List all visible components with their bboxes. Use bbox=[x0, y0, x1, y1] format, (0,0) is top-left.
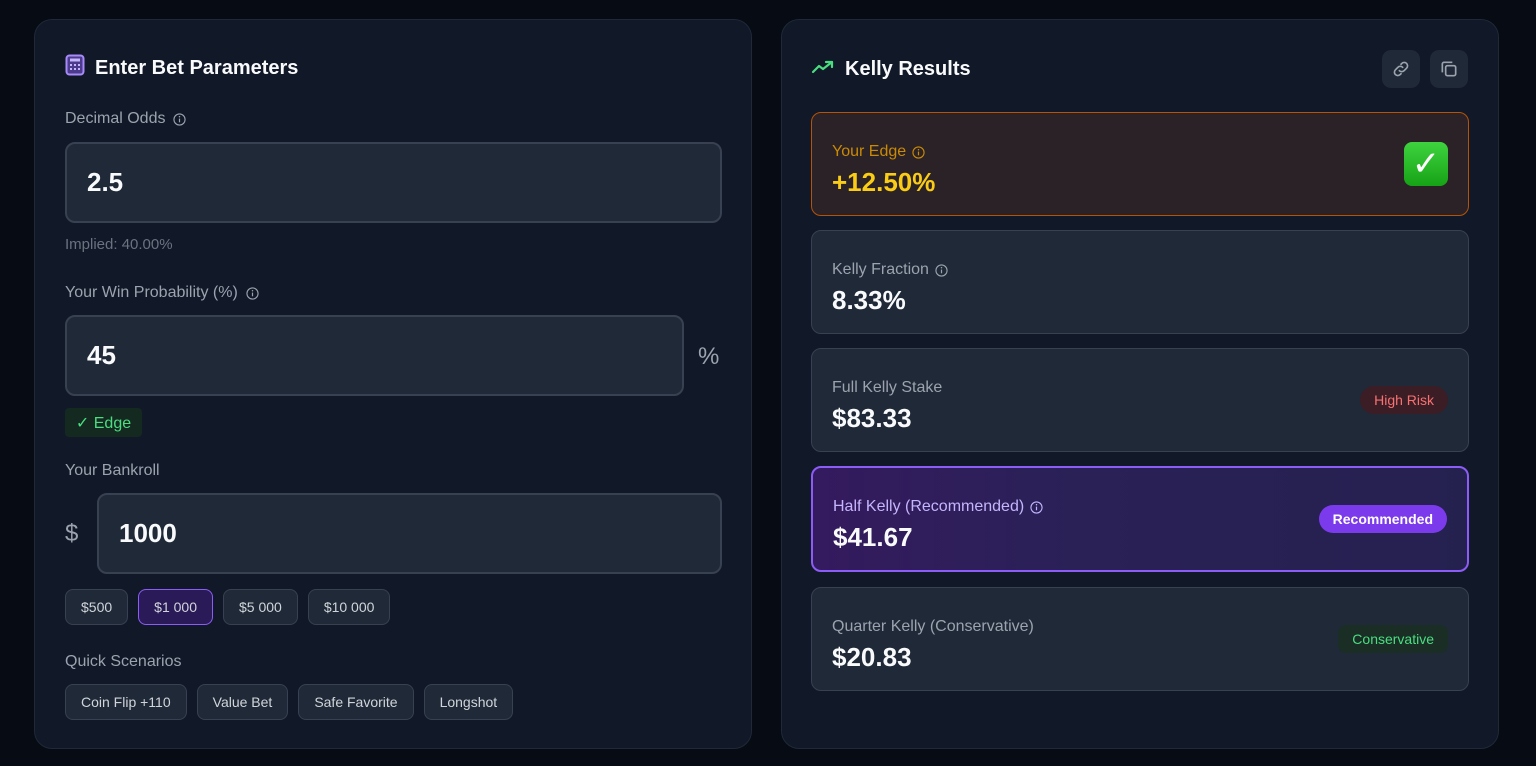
kelly-results-title-text: Kelly Results bbox=[845, 58, 971, 80]
calculator-icon bbox=[65, 54, 85, 82]
edge-label-text: Your Edge bbox=[832, 143, 907, 160]
info-icon[interactable] bbox=[246, 286, 259, 300]
kelly-results-title: Kelly Results bbox=[811, 58, 971, 81]
quarter-kelly-value: $20.83 bbox=[832, 642, 912, 672]
kelly-fraction-label: Kelly Fraction bbox=[832, 261, 948, 279]
bet-parameters-title: Enter Bet Parameters bbox=[65, 54, 298, 82]
bankroll-label: Your Bankroll bbox=[65, 462, 160, 480]
quarter-kelly-label: Quarter Kelly (Conservative) bbox=[832, 618, 1034, 635]
kelly-fraction-label-text: Kelly Fraction bbox=[832, 261, 929, 278]
edge-card: Your Edge +12.50% ✓ bbox=[811, 112, 1469, 216]
kelly-results-panel: Kelly Results Your Edge +12.50% ✓ Kelly … bbox=[781, 19, 1499, 749]
scenario-longshot-button[interactable]: Longshot bbox=[423, 684, 514, 720]
bankroll-input[interactable] bbox=[119, 518, 720, 549]
recommended-badge: Recommended bbox=[1318, 505, 1447, 533]
bankroll-label-text: Your Bankroll bbox=[65, 462, 160, 479]
half-kelly-label-text: Half Kelly (Recommended) bbox=[833, 498, 1025, 515]
info-icon[interactable] bbox=[935, 263, 948, 277]
bet-parameters-panel: Enter Bet Parameters Decimal Odds Implie… bbox=[34, 19, 752, 749]
edge-label: Your Edge bbox=[832, 143, 925, 161]
full-kelly-label: Full Kelly Stake bbox=[832, 379, 943, 396]
decimal-odds-label: Decimal Odds bbox=[65, 110, 187, 128]
share-link-button[interactable] bbox=[1382, 50, 1420, 88]
full-kelly-value: $83.33 bbox=[832, 403, 912, 433]
bet-parameters-title-text: Enter Bet Parameters bbox=[95, 56, 299, 79]
check-mark-icon: ✓ bbox=[1404, 142, 1448, 186]
bankroll-preset-1000[interactable]: $1 000 bbox=[138, 589, 213, 625]
edge-status-badge: ✓ Edge bbox=[65, 408, 142, 437]
edge-value: +12.50% bbox=[832, 167, 936, 197]
bankroll-preset-10000[interactable]: $10 000 bbox=[307, 589, 391, 625]
win-probability-field[interactable] bbox=[65, 315, 684, 396]
win-probability-input[interactable] bbox=[87, 340, 682, 371]
percent-suffix: % bbox=[698, 343, 720, 370]
bankroll-preset-5000[interactable]: $5 000 bbox=[222, 589, 298, 625]
full-kelly-card: Full Kelly Stake $83.33 High Risk bbox=[811, 348, 1469, 452]
conservative-badge: Conservative bbox=[1338, 625, 1448, 653]
half-kelly-card: Half Kelly (Recommended) $41.67 Recommen… bbox=[811, 466, 1469, 572]
trending-up-icon bbox=[811, 58, 835, 81]
info-icon[interactable] bbox=[912, 145, 925, 159]
half-kelly-value: $41.67 bbox=[833, 522, 913, 552]
kelly-fraction-card: Kelly Fraction 8.33% bbox=[811, 230, 1469, 334]
bankroll-presets: $500 $1 000 $5 000 $10 000 bbox=[65, 589, 391, 625]
half-kelly-label: Half Kelly (Recommended) bbox=[833, 498, 1043, 516]
bankroll-preset-500[interactable]: $500 bbox=[65, 589, 129, 625]
copy-results-button[interactable] bbox=[1430, 50, 1468, 88]
scenario-safe-favorite-button[interactable]: Safe Favorite bbox=[298, 684, 414, 720]
scenario-value-bet-button[interactable]: Value Bet bbox=[196, 684, 289, 720]
bankroll-field[interactable] bbox=[97, 493, 722, 574]
decimal-odds-field[interactable] bbox=[65, 142, 722, 223]
quarter-kelly-card: Quarter Kelly (Conservative) $20.83 Cons… bbox=[811, 587, 1469, 691]
scenario-coin-flip-button[interactable]: Coin Flip +110 bbox=[65, 684, 187, 720]
quick-scenarios-label: Quick Scenarios bbox=[65, 653, 182, 671]
link-icon bbox=[1393, 61, 1409, 77]
quick-scenarios-label-text: Quick Scenarios bbox=[65, 653, 182, 670]
implied-probability-hint: Implied: 40.00% bbox=[65, 236, 173, 253]
copy-icon bbox=[1441, 61, 1457, 77]
info-icon[interactable] bbox=[1030, 500, 1043, 514]
info-icon[interactable] bbox=[173, 112, 187, 126]
quick-scenarios-list: Coin Flip +110 Value Bet Safe Favorite L… bbox=[65, 684, 514, 720]
high-risk-badge: High Risk bbox=[1360, 386, 1448, 414]
decimal-odds-input[interactable] bbox=[87, 167, 720, 198]
decimal-odds-label-text: Decimal Odds bbox=[65, 110, 166, 127]
dollar-prefix: $ bbox=[65, 520, 79, 547]
kelly-fraction-value: 8.33% bbox=[832, 285, 906, 315]
win-probability-label-text: Your Win Probability (%) bbox=[65, 284, 238, 301]
win-probability-label: Your Win Probability (%) bbox=[65, 284, 259, 302]
